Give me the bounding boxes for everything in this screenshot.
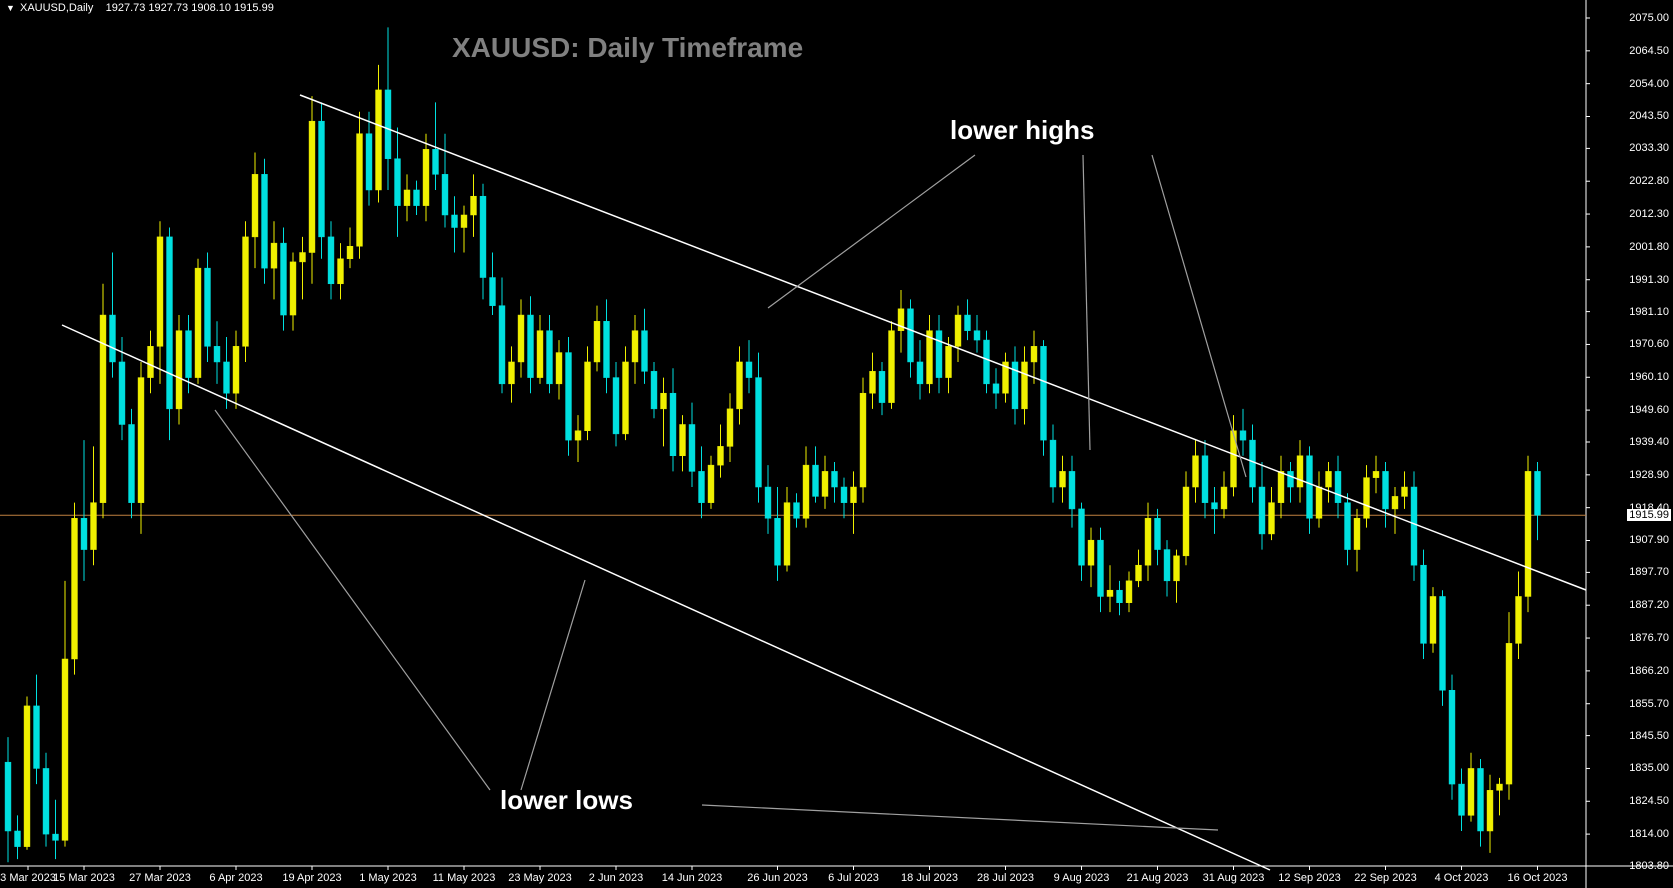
y-tick-label: 1803.80 (1629, 860, 1669, 872)
y-tick-label: 1835.00 (1629, 762, 1669, 774)
x-tick-label: 16 Oct 2023 (1508, 872, 1568, 884)
lower-highs-label: lower highs (950, 115, 1094, 146)
y-tick-label: 1928.90 (1629, 469, 1669, 481)
x-tick-label: 12 Sep 2023 (1278, 872, 1340, 884)
x-tick-label: 4 Oct 2023 (1435, 872, 1489, 884)
chart-svg[interactable] (0, 0, 1673, 888)
y-tick-label: 1897.70 (1629, 566, 1669, 578)
x-tick-label: 31 Aug 2023 (1203, 872, 1265, 884)
y-tick-label: 1855.70 (1629, 698, 1669, 710)
y-tick-label: 2001.80 (1629, 241, 1669, 253)
y-tick-label: 1824.50 (1629, 795, 1669, 807)
y-tick-label: 1939.40 (1629, 436, 1669, 448)
y-tick-label: 1949.60 (1629, 404, 1669, 416)
y-tick-label: 2012.30 (1629, 208, 1669, 220)
x-tick-label: 15 Mar 2023 (53, 872, 115, 884)
y-tick-label: 1814.00 (1629, 828, 1669, 840)
x-tick-label: 28 Jul 2023 (977, 872, 1034, 884)
x-tick-label: 23 May 2023 (508, 872, 572, 884)
current-price-box: 1915.99 (1627, 509, 1671, 521)
y-tick-label: 2033.30 (1629, 142, 1669, 154)
y-tick-label: 1960.10 (1629, 371, 1669, 383)
x-tick-label: 19 Apr 2023 (282, 872, 341, 884)
lower-lows-label: lower lows (500, 785, 633, 816)
x-tick-label: 14 Jun 2023 (662, 872, 723, 884)
x-tick-label: 26 Jun 2023 (747, 872, 808, 884)
y-tick-label: 2054.00 (1629, 78, 1669, 90)
x-tick-label: 27 Mar 2023 (129, 872, 191, 884)
x-tick-label: 9 Aug 2023 (1054, 872, 1110, 884)
y-tick-label: 2075.00 (1629, 12, 1669, 24)
x-tick-label: 22 Sep 2023 (1354, 872, 1416, 884)
x-tick-label: 6 Jul 2023 (828, 872, 879, 884)
y-tick-label: 1876.70 (1629, 632, 1669, 644)
x-tick-label: 18 Jul 2023 (901, 872, 958, 884)
y-tick-label: 2064.50 (1629, 45, 1669, 57)
y-tick-label: 2022.80 (1629, 175, 1669, 187)
y-tick-label: 1866.20 (1629, 665, 1669, 677)
x-tick-label: 6 Apr 2023 (209, 872, 262, 884)
y-tick-label: 1991.30 (1629, 274, 1669, 286)
chart-container: ▼ XAUUSD,Daily 1927.73 1927.73 1908.10 1… (0, 0, 1673, 888)
x-tick-label: 1 May 2023 (359, 872, 416, 884)
y-tick-label: 1907.90 (1629, 534, 1669, 546)
y-tick-label: 1887.20 (1629, 599, 1669, 611)
x-tick-label: 2 Jun 2023 (589, 872, 643, 884)
x-tick-label: 21 Aug 2023 (1127, 872, 1189, 884)
y-tick-label: 2043.50 (1629, 110, 1669, 122)
x-tick-label: 3 Mar 2023 (0, 872, 56, 884)
y-tick-label: 1970.60 (1629, 338, 1669, 350)
x-tick-label: 11 May 2023 (433, 872, 496, 884)
chart-title: XAUUSD: Daily Timeframe (452, 32, 803, 64)
y-tick-label: 1845.50 (1629, 730, 1669, 742)
y-tick-label: 1981.10 (1629, 306, 1669, 318)
